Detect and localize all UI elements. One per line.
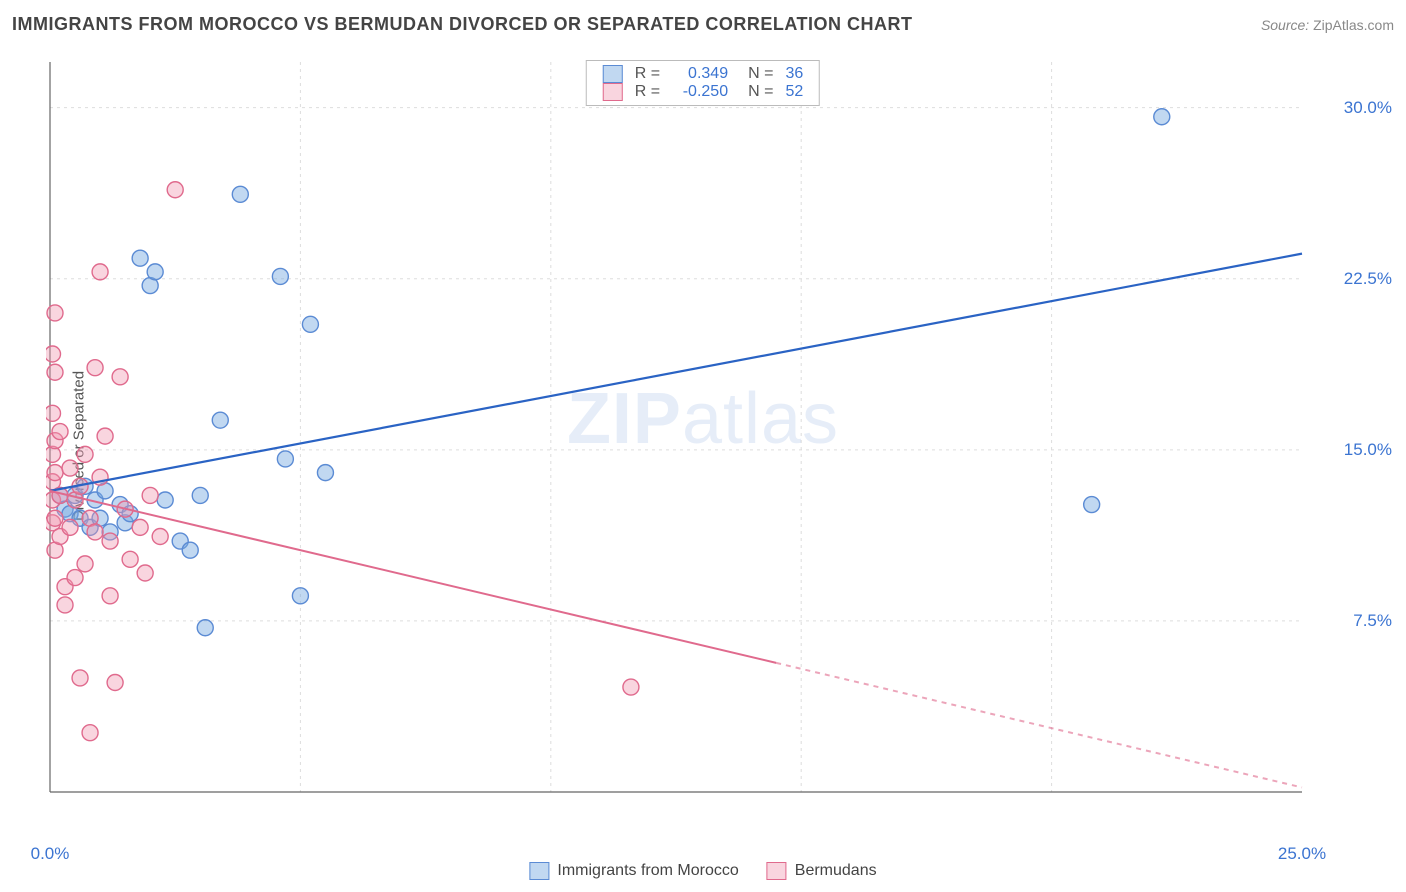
legend-series-item: Immigrants from Morocco [529,862,738,880]
chart-header: IMMIGRANTS FROM MOROCCO VS BERMUDAN DIVO… [12,14,1394,35]
source-value: ZipAtlas.com [1313,17,1394,33]
source-label: Source: [1261,17,1309,33]
legend-r-value: -0.250 [666,83,734,101]
legend-n-value: 36 [779,65,809,83]
source-attribution: Source: ZipAtlas.com [1261,17,1394,33]
legend-row: R =0.349N =36 [597,65,809,83]
y-tick-label: 30.0% [1344,98,1392,118]
x-tick-label: 0.0% [31,844,70,864]
legend-swatch [603,83,623,101]
legend-row: R =-0.250N =52 [597,83,809,101]
legend-r-label: R = [629,83,666,101]
legend-n-label: N = [734,83,779,101]
legend-swatch [529,862,549,880]
chart-title: IMMIGRANTS FROM MOROCCO VS BERMUDAN DIVO… [12,14,913,35]
legend-r-label: R = [629,65,666,83]
legend-r-value: 0.349 [666,65,734,83]
scatter-chart-svg [46,56,1392,832]
legend-series: Immigrants from Morocco Bermudans [529,862,876,880]
legend-correlation-table: R =0.349N =36R =-0.250N =52 [597,65,809,101]
y-tick-label: 7.5% [1353,611,1392,631]
plot-area [46,56,1392,832]
legend-swatch [603,65,623,83]
legend-correlation: R =0.349N =36R =-0.250N =52 [586,60,820,106]
legend-n-value: 52 [779,83,809,101]
x-tick-label: 25.0% [1278,844,1326,864]
legend-series-label: Immigrants from Morocco [557,862,738,880]
legend-swatch [767,862,787,880]
y-tick-label: 22.5% [1344,269,1392,289]
legend-n-label: N = [734,65,779,83]
legend-series-item: Bermudans [767,862,877,880]
y-tick-label: 15.0% [1344,440,1392,460]
legend-series-label: Bermudans [795,862,877,880]
